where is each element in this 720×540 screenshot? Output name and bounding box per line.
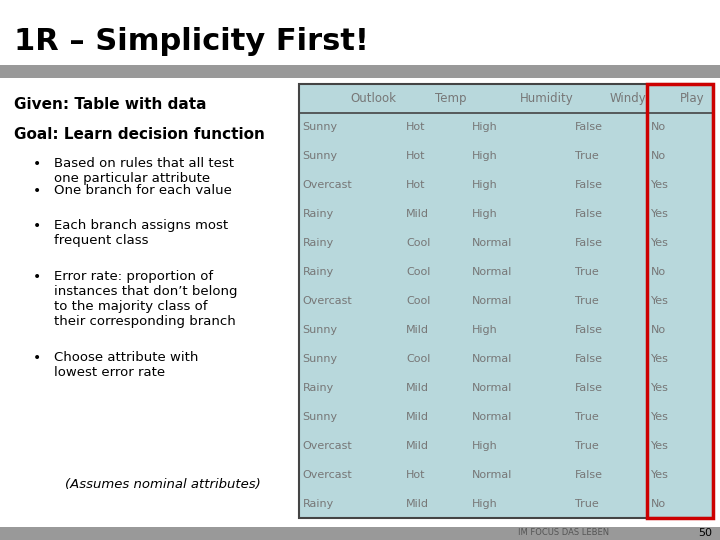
Text: Cool: Cool: [406, 238, 431, 248]
Text: Normal: Normal: [472, 238, 512, 248]
Text: Yes: Yes: [651, 412, 668, 422]
Text: Normal: Normal: [472, 470, 512, 480]
Text: Sunny: Sunny: [302, 122, 338, 132]
Text: Hot: Hot: [406, 122, 426, 132]
Text: Normal: Normal: [472, 383, 512, 393]
FancyBboxPatch shape: [0, 65, 720, 78]
Text: One branch for each value: One branch for each value: [54, 184, 232, 197]
Text: Normal: Normal: [472, 296, 512, 306]
Text: (Assumes nominal attributes): (Assumes nominal attributes): [65, 478, 261, 491]
Text: Error rate: proportion of
instances that don’t belong
to the majority class of
t: Error rate: proportion of instances that…: [54, 270, 238, 328]
Text: Rainy: Rainy: [302, 238, 333, 248]
Text: No: No: [651, 499, 666, 509]
Text: True: True: [575, 499, 599, 509]
Text: True: True: [575, 296, 599, 306]
Text: Classification: Classification: [577, 86, 713, 104]
Text: •: •: [32, 270, 40, 284]
Text: Based on rules that all test
one particular attribute: Based on rules that all test one particu…: [54, 157, 234, 185]
Text: True: True: [575, 441, 599, 451]
Text: Overcast: Overcast: [302, 180, 352, 190]
Text: Sunny: Sunny: [302, 412, 338, 422]
Text: Overcast: Overcast: [302, 296, 352, 306]
Text: Yes: Yes: [651, 180, 668, 190]
Text: Mild: Mild: [406, 499, 429, 509]
Text: Rainy: Rainy: [302, 267, 333, 277]
Text: High: High: [472, 499, 498, 509]
Text: •: •: [32, 184, 40, 198]
Text: False: False: [575, 325, 603, 335]
Text: High: High: [472, 325, 498, 335]
Text: True: True: [575, 151, 599, 161]
Text: High: High: [472, 441, 498, 451]
Text: 50: 50: [698, 528, 712, 538]
Text: •: •: [32, 157, 40, 171]
Text: Play: Play: [680, 92, 704, 105]
Text: High: High: [472, 209, 498, 219]
Text: True: True: [575, 267, 599, 277]
Text: IM FOCUS DAS LEBEN: IM FOCUS DAS LEBEN: [518, 529, 610, 537]
Text: Mild: Mild: [406, 383, 429, 393]
Text: Mild: Mild: [406, 412, 429, 422]
Text: False: False: [575, 470, 603, 480]
Text: Cool: Cool: [406, 354, 431, 364]
Text: Mild: Mild: [406, 441, 429, 451]
Text: Yes: Yes: [651, 238, 668, 248]
Text: False: False: [575, 122, 603, 132]
Text: Yes: Yes: [651, 296, 668, 306]
Text: Normal: Normal: [472, 412, 512, 422]
Text: No: No: [651, 325, 666, 335]
Text: Yes: Yes: [651, 383, 668, 393]
Text: Hot: Hot: [406, 470, 426, 480]
Text: High: High: [472, 180, 498, 190]
Text: Cool: Cool: [406, 267, 431, 277]
Text: Choose attribute with
lowest error rate: Choose attribute with lowest error rate: [54, 351, 199, 379]
Text: Rainy: Rainy: [302, 209, 333, 219]
Text: Each branch assigns most
frequent class: Each branch assigns most frequent class: [54, 219, 228, 247]
Text: Hot: Hot: [406, 180, 426, 190]
Text: Rainy: Rainy: [302, 383, 333, 393]
Text: False: False: [575, 209, 603, 219]
Text: Outlook: Outlook: [351, 92, 397, 105]
Text: •: •: [32, 351, 40, 365]
Text: Humidity: Humidity: [520, 92, 574, 105]
Text: Mild: Mild: [406, 325, 429, 335]
Text: •: •: [32, 219, 40, 233]
Text: Hot: Hot: [406, 151, 426, 161]
Text: No: No: [651, 151, 666, 161]
Text: Yes: Yes: [651, 354, 668, 364]
Text: Given: Table with data: Given: Table with data: [14, 97, 207, 112]
Text: No: No: [651, 122, 666, 132]
Text: No: No: [651, 267, 666, 277]
Text: High: High: [472, 151, 498, 161]
Text: Yes: Yes: [651, 209, 668, 219]
Text: False: False: [575, 238, 603, 248]
Text: Temp: Temp: [435, 92, 467, 105]
Text: Yes: Yes: [651, 470, 668, 480]
Text: Windy: Windy: [609, 92, 646, 105]
Text: Cool: Cool: [406, 296, 431, 306]
Text: Mild: Mild: [406, 209, 429, 219]
Text: False: False: [575, 383, 603, 393]
Text: Overcast: Overcast: [302, 470, 352, 480]
Text: Normal: Normal: [472, 267, 512, 277]
Text: Sunny: Sunny: [302, 354, 338, 364]
Text: Rainy: Rainy: [302, 499, 333, 509]
Text: Yes: Yes: [651, 441, 668, 451]
Text: False: False: [575, 180, 603, 190]
Text: Normal: Normal: [472, 354, 512, 364]
Text: 1R – Simplicity First!: 1R – Simplicity First!: [14, 27, 369, 56]
Text: Goal: Learn decision function: Goal: Learn decision function: [14, 127, 265, 142]
Text: Sunny: Sunny: [302, 151, 338, 161]
FancyBboxPatch shape: [0, 526, 720, 540]
Text: Overcast: Overcast: [302, 441, 352, 451]
Text: True: True: [575, 412, 599, 422]
Text: Sunny: Sunny: [302, 325, 338, 335]
Text: False: False: [575, 354, 603, 364]
FancyBboxPatch shape: [299, 84, 713, 518]
Text: High: High: [472, 122, 498, 132]
